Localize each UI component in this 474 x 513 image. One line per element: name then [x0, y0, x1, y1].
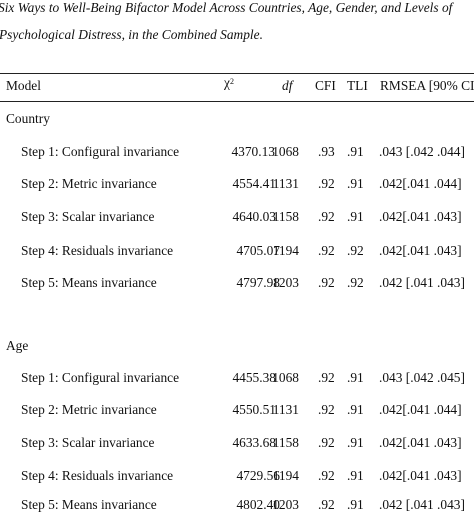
- top-rule: [0, 73, 474, 74]
- row-chi-square: 4550.51: [232, 402, 276, 417]
- row-tli: .91: [347, 370, 364, 385]
- row-rmsea: .043 [.042 .044]: [379, 144, 465, 159]
- row-chi-square: 4554.41: [232, 176, 276, 191]
- group-label-age: Age: [6, 338, 29, 353]
- row-chi-square: 4455.38: [232, 370, 276, 385]
- row-cfi: .92: [318, 468, 335, 483]
- row-chi-square: 4633.68: [232, 435, 276, 450]
- row-model-step: Step 3: Scalar invariance: [21, 435, 155, 450]
- row-rmsea: .043 [.042 .045]: [379, 370, 465, 385]
- row-model-step: Step 1: Configural invariance: [21, 144, 180, 159]
- row-tli: .92: [347, 243, 364, 258]
- row-tli: .91: [347, 402, 364, 417]
- row-tli: .91: [347, 468, 364, 483]
- row-df: 1194: [272, 468, 299, 483]
- row-tli: .91: [347, 497, 364, 512]
- row-df: 1158: [272, 209, 299, 224]
- table-caption-line-2: Psychological Distress, in the Combined …: [0, 27, 263, 42]
- row-tli: .91: [347, 176, 364, 191]
- header-rule: [0, 101, 474, 102]
- row-df: 1203: [272, 275, 299, 290]
- row-model-step: Step 2: Metric invariance: [21, 176, 157, 191]
- row-model-step: Step 2: Metric invariance: [21, 402, 157, 417]
- row-tli: .91: [347, 435, 364, 450]
- row-rmsea: .042[.041 .043]: [379, 468, 462, 483]
- row-rmsea: .042[.041 .044]: [379, 402, 462, 417]
- row-rmsea: .042[.041 .043]: [379, 435, 462, 450]
- row-rmsea: .042[.041 .044]: [379, 176, 462, 191]
- row-df: 1203: [272, 497, 299, 512]
- row-df: 1068: [272, 370, 299, 385]
- row-model-step: Step 5: Means invariance: [21, 275, 157, 290]
- header-model: Model: [6, 78, 41, 93]
- row-cfi: .92: [318, 370, 335, 385]
- header-cfi: CFI: [315, 78, 336, 93]
- row-chi-square: 4370.13: [231, 144, 275, 159]
- row-cfi: .92: [318, 176, 335, 191]
- row-cfi: .92: [318, 209, 335, 224]
- row-df: 1194: [272, 243, 299, 258]
- row-tli: .92: [347, 275, 364, 290]
- row-rmsea: .042 [.041 .043]: [379, 497, 465, 512]
- row-cfi: .92: [318, 243, 335, 258]
- group-label-country: Country: [6, 111, 50, 126]
- row-cfi: .92: [318, 402, 335, 417]
- row-rmsea: .042 [.041 .043]: [379, 275, 465, 290]
- row-model-step: Step 4: Residuals invariance: [21, 243, 174, 258]
- row-model-step: Step 4: Residuals invariance: [21, 468, 174, 483]
- row-chi-square: 4640.03: [232, 209, 276, 224]
- row-df: 1068: [272, 144, 299, 159]
- header-tli: TLI: [347, 78, 368, 93]
- row-chi-square: 4705.07: [236, 243, 280, 258]
- row-model-step: Step 5: Means invariance: [21, 497, 157, 512]
- row-model-step: Step 1: Configural invariance: [21, 370, 180, 385]
- row-cfi: .93: [318, 144, 335, 159]
- row-chi-square: 4802.40: [236, 497, 280, 512]
- row-cfi: .92: [318, 497, 335, 512]
- header-df: df: [282, 78, 293, 93]
- row-tli: .91: [347, 209, 364, 224]
- row-df: 1131: [272, 402, 299, 417]
- row-rmsea: .042[.041 .043]: [379, 243, 462, 258]
- row-df: 1131: [272, 176, 299, 191]
- row-tli: .91: [347, 144, 364, 159]
- row-model-step: Step 3: Scalar invariance: [21, 209, 155, 224]
- row-cfi: .92: [318, 275, 335, 290]
- row-chi-square: 4797.98: [236, 275, 280, 290]
- row-rmsea: .042[.041 .043]: [379, 209, 462, 224]
- row-df: 1158: [272, 435, 299, 450]
- row-cfi: .92: [318, 435, 335, 450]
- row-chi-square: 4729.56: [236, 468, 280, 483]
- table-caption-line-1: Six Ways to Well-Being Bifactor Model Ac…: [0, 0, 453, 15]
- header-rmsea: RMSEA [90% CI]: [380, 78, 474, 93]
- header-chi-square: χ2: [224, 75, 234, 90]
